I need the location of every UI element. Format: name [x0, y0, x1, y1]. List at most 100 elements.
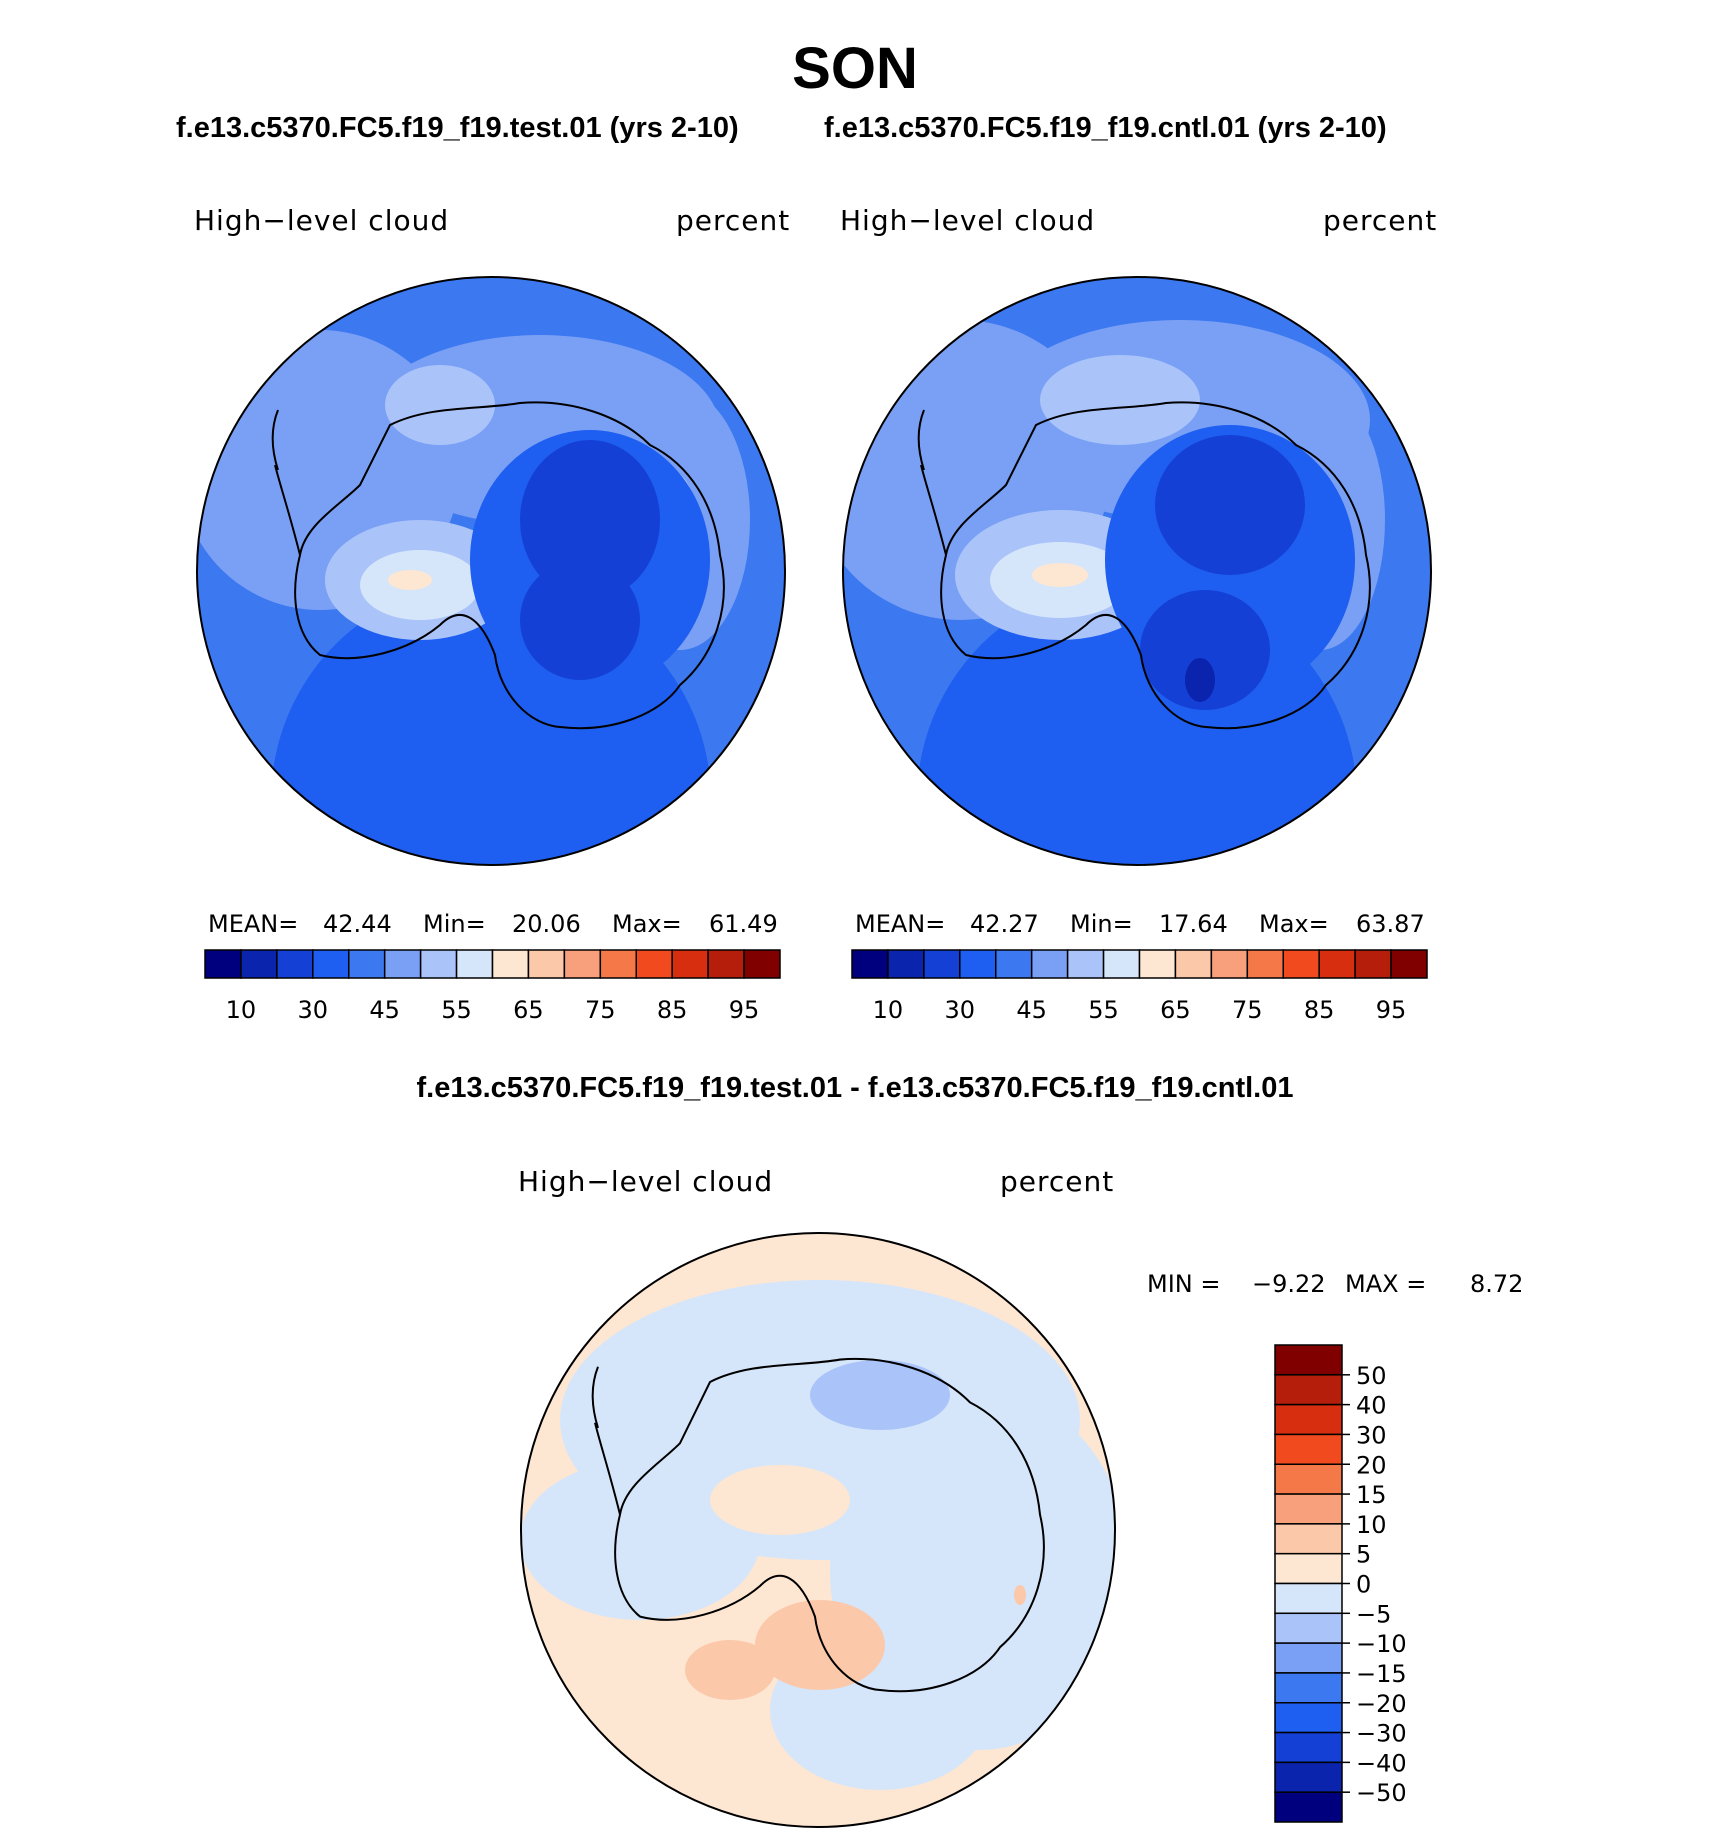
- colorbar-swatch: [1282, 949, 1320, 979]
- colorbar-swatch: [1030, 949, 1069, 979]
- colorbar-tick-label: 50: [1356, 1362, 1387, 1390]
- colorbar-tick-label: −20: [1356, 1690, 1407, 1718]
- diff-variable-label: High−level cloud: [518, 1165, 774, 1198]
- colorbar-tick-label: 45: [369, 996, 400, 1024]
- colorbar-swatch: [1390, 949, 1428, 979]
- colorbar-swatch: [1274, 1672, 1343, 1704]
- colorbar-swatch: [707, 949, 745, 979]
- colorbar-swatch: [1274, 1761, 1343, 1793]
- colorbar-swatch: [851, 949, 889, 979]
- colorbar-tick-label: 40: [1356, 1392, 1387, 1420]
- colorbar-swatch: [743, 949, 781, 979]
- colorbar-swatch: [1102, 949, 1141, 979]
- colorbar-swatch: [527, 949, 566, 979]
- colorbar-swatch: [1274, 1493, 1343, 1525]
- colorbar-swatch: [1274, 1523, 1343, 1555]
- diff-max-label: MAX =: [1345, 1270, 1427, 1298]
- colorbar-tick-label: −30: [1356, 1720, 1407, 1748]
- panel2-min-label: Min=: [1070, 910, 1133, 938]
- diff-max-value: 8.72: [1470, 1270, 1524, 1298]
- panel1-mean-label: MEAN=: [208, 910, 299, 938]
- panel1-units-label: percent: [676, 204, 791, 237]
- colorbar-swatch: [1274, 1403, 1343, 1436]
- colorbar-swatch: [1274, 1463, 1343, 1495]
- colorbar-swatch: [1274, 1731, 1343, 1764]
- colorbar-swatch: [887, 949, 925, 979]
- colorbar-swatch: [1274, 1642, 1343, 1674]
- colorbar-tick-label: 5: [1356, 1541, 1371, 1569]
- colorbar-tick-label: 55: [1088, 996, 1119, 1024]
- colorbar-tick-label: 95: [1376, 996, 1407, 1024]
- colorbar-tick-label: −5: [1356, 1600, 1391, 1628]
- panel2-mean-label: MEAN=: [855, 910, 946, 938]
- colorbar-swatch: [1246, 949, 1284, 979]
- colorbar-swatch: [348, 949, 386, 979]
- colorbar-swatch: [383, 949, 422, 979]
- colorbar-swatch: [1274, 1612, 1343, 1644]
- panel1-max-value: 61.49: [709, 910, 778, 938]
- colorbar-swatch: [455, 949, 494, 979]
- panel2-map: [842, 276, 1432, 866]
- colorbar-swatch: [1210, 949, 1249, 979]
- panel1-min-value: 20.06: [512, 910, 581, 938]
- colorbar-tick-label: 85: [657, 996, 688, 1024]
- colorbar-swatch: [1274, 1702, 1343, 1734]
- panel1-variable-label: High−level cloud: [194, 204, 450, 237]
- colorbar-swatch: [923, 949, 961, 979]
- difference-title: f.e13.c5370.FC5.f19_f19.test.01 - f.e13.…: [416, 1072, 1294, 1104]
- colorbar-tick-label: 85: [1304, 996, 1335, 1024]
- figure-title: SON: [792, 36, 918, 101]
- panel2-mean-value: 42.27: [970, 910, 1039, 938]
- difference-map: [520, 1232, 1116, 1828]
- colorbar-tick-label: 30: [945, 996, 976, 1024]
- colorbar-swatch: [959, 949, 997, 979]
- colorbar-tick-label: 45: [1016, 996, 1047, 1024]
- colorbar-tick-label: 10: [226, 996, 257, 1024]
- colorbar-tick-label: −10: [1356, 1630, 1407, 1658]
- diff-min-label: MIN =: [1147, 1270, 1221, 1298]
- panel1-map: [196, 276, 786, 866]
- colorbar-swatch: [1066, 949, 1105, 979]
- colorbar-tick-label: 0: [1356, 1571, 1371, 1599]
- colorbar-tick-label: 95: [729, 996, 760, 1024]
- panel2-units-label: percent: [1323, 204, 1438, 237]
- colorbar-swatch: [635, 949, 673, 979]
- colorbar-swatch: [671, 949, 709, 979]
- colorbar-tick-label: −15: [1356, 1660, 1407, 1688]
- colorbar-tick-label: 30: [298, 996, 329, 1024]
- colorbar-swatch: [1174, 949, 1213, 979]
- colorbar-tick-label: 75: [1232, 996, 1263, 1024]
- colorbar-swatch: [204, 949, 242, 979]
- colorbar-swatch: [1274, 1552, 1343, 1585]
- colorbar-swatch: [995, 949, 1033, 979]
- colorbar-swatch: [312, 949, 350, 979]
- panel1-max-label: Max=: [612, 910, 682, 938]
- cntl-case-subtitle: f.e13.c5370.FC5.f19_f19.cntl.01 (yrs 2-1…: [824, 112, 1387, 144]
- colorbar-swatch: [1138, 949, 1177, 979]
- colorbar-swatch: [1274, 1374, 1343, 1406]
- colorbar-tick-label: 20: [1356, 1451, 1387, 1479]
- colorbar-swatch: [419, 949, 458, 979]
- panel1-min-label: Min=: [423, 910, 486, 938]
- colorbar-swatch: [1274, 1791, 1343, 1823]
- panel2-colorbar: 10 30 45 55 65 75 85 95: [851, 949, 1428, 1024]
- panel2-variable-label: High−level cloud: [840, 204, 1096, 237]
- colorbar-swatch: [599, 949, 637, 979]
- diff-units-label: percent: [1000, 1165, 1115, 1198]
- diff-min-value: −9.22: [1252, 1270, 1326, 1298]
- colorbar-swatch: [563, 949, 602, 979]
- colorbar-swatch: [240, 949, 278, 979]
- colorbar-swatch: [1354, 949, 1392, 979]
- panel1-colorbar: 10 30 45 55 65 75 85 95: [204, 949, 781, 1024]
- colorbar-swatch: [491, 949, 530, 979]
- colorbar-tick-label: −50: [1356, 1779, 1407, 1807]
- test-case-subtitle: f.e13.c5370.FC5.f19_f19.test.01 (yrs 2-1…: [176, 112, 739, 144]
- colorbar-tick-label: 10: [1356, 1511, 1387, 1539]
- colorbar-tick-label: 10: [873, 996, 904, 1024]
- colorbar-swatch: [1274, 1344, 1343, 1376]
- panel1-mean-value: 42.44: [323, 910, 392, 938]
- colorbar-tick-label: 65: [1160, 996, 1191, 1024]
- colorbar-swatch: [276, 949, 314, 979]
